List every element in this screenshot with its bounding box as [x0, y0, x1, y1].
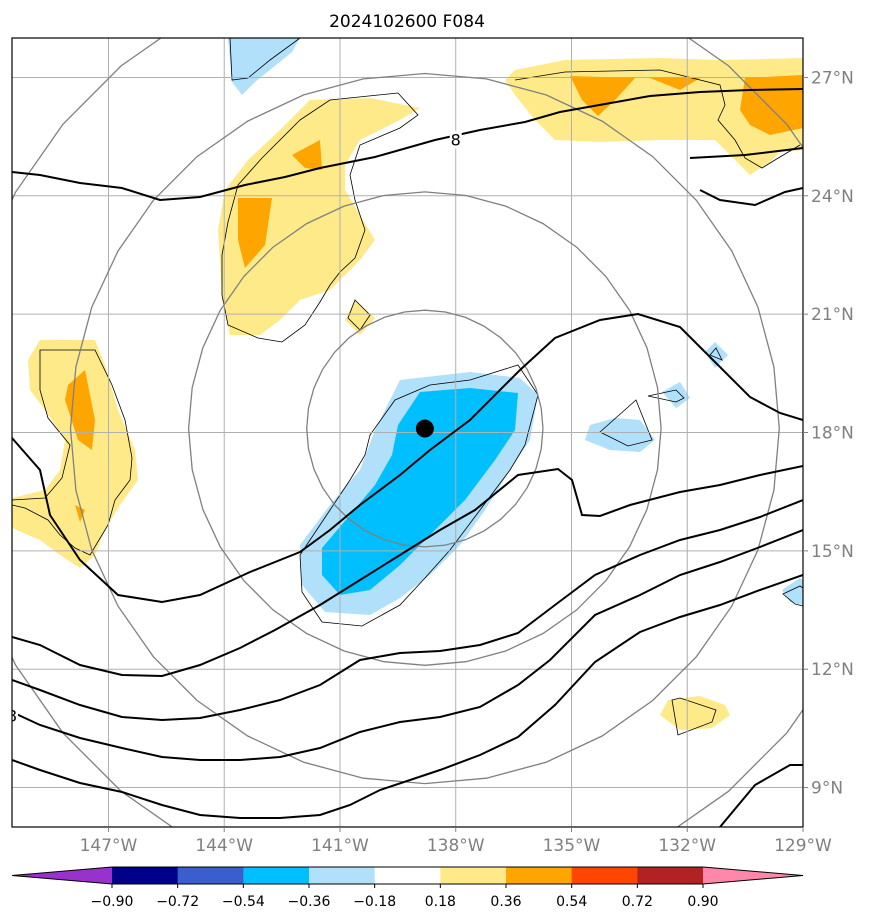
- colorbar-segment: [243, 867, 310, 884]
- thick-contour-southeast: [719, 764, 803, 827]
- lat-tick-label: 9°N: [811, 779, 843, 799]
- lat-tick-label: 12°N: [811, 660, 854, 680]
- shade-orange-west-b: [75, 505, 85, 522]
- colorbar-segment: [506, 867, 573, 884]
- thin-contour-east-c: [709, 347, 723, 361]
- colorbar-tick-label: 0.18: [425, 894, 456, 910]
- thin-contour-east-a: [599, 399, 653, 447]
- lat-tick-label: 27°N: [811, 68, 854, 88]
- contour-label-bg: [12, 706, 18, 725]
- lon-tick-label: 135°W: [543, 836, 601, 856]
- shade-orange-northeast-a: [570, 76, 635, 116]
- thin-contour-east-b: [647, 389, 685, 403]
- shaded-field: [12, 38, 803, 730]
- shade-light-blue-east-d: [782, 578, 803, 605]
- thick-contour-band-1: [12, 465, 803, 678]
- lon-tick-label: 138°W: [427, 836, 485, 856]
- thin-contour-northeast: [514, 69, 801, 169]
- colorbar-segment: [112, 867, 179, 884]
- range-rings: [12, 38, 803, 827]
- range-ring: [69, 72, 780, 785]
- longitude-ticks: 147°W 144°W 141°W 138°W 135°W 132°W 129°W: [80, 827, 832, 856]
- colorbar-segment: [571, 867, 638, 884]
- latitude-ticks: 9°N 12°N 15°N 18°N 21°N 24°N 27°N: [803, 68, 854, 799]
- range-ring: [306, 309, 544, 548]
- lon-tick-label: 144°W: [195, 836, 253, 856]
- contour-labels: 88: [7, 130, 462, 726]
- lon-tick-label: 147°W: [80, 836, 138, 856]
- figure-title: 2024102600 F084: [329, 12, 485, 32]
- colorbar-segment: [637, 867, 704, 884]
- colorbar-segment: [309, 867, 376, 884]
- thin-contour-east-d: [782, 585, 803, 607]
- thick-contour-band-2: [12, 499, 803, 722]
- thin-contour-north: [229, 38, 301, 81]
- shade-blue-central: [322, 388, 518, 595]
- contour-label-bg: [449, 130, 462, 149]
- thick-contour-west: [12, 312, 803, 604]
- lon-tick-label: 141°W: [311, 836, 369, 856]
- shade-light-blue-east-c: [705, 342, 728, 368]
- colorbar-tick-label: 0.90: [687, 894, 718, 910]
- thin-contour-central: [299, 364, 539, 627]
- colorbar-segment: [440, 867, 507, 884]
- colorbar: −0.90 −0.72 −0.54 −0.36 −0.18 0.18 0.36 0.54 0.7…: [11, 866, 804, 910]
- lat-tick-label: 15°N: [811, 542, 854, 562]
- thick-contour-northeast: [689, 147, 803, 159]
- shade-light-blue-north: [228, 38, 300, 95]
- contour-label: 8: [451, 131, 461, 150]
- thick-contours: [12, 88, 803, 827]
- colorbar-segment: [374, 867, 441, 884]
- contour-label: 8: [7, 707, 17, 726]
- colorbar-segment: [177, 867, 244, 884]
- colorbar-tick-label: −0.36: [288, 894, 331, 910]
- colorbar-tick-label: −0.18: [353, 894, 396, 910]
- thick-contour-northeast-b: [699, 187, 803, 207]
- shade-light-blue-east-b: [662, 382, 690, 408]
- thick-contour-north: [12, 88, 803, 202]
- thick-contour-band-3: [12, 529, 803, 761]
- lon-tick-label: 129°W: [774, 836, 832, 856]
- colorbar-tick-label: −0.72: [156, 894, 199, 910]
- colorbar-tick-label: −0.54: [222, 894, 265, 910]
- lat-tick-label: 24°N: [811, 187, 854, 207]
- shade-orange-west-a: [65, 370, 95, 450]
- range-ring: [187, 191, 662, 666]
- thick-contour-band-4: [12, 574, 803, 819]
- thin-contour-southeast: [671, 697, 717, 736]
- shade-orange-north-central-b: [292, 140, 322, 170]
- colorbar-extend-high: [703, 867, 803, 884]
- colorbar-extend-low: [12, 867, 112, 884]
- shade-yellow-west: [12, 340, 138, 568]
- shade-yellow-north-central: [218, 98, 420, 335]
- shade-yellow-north-central-b: [345, 300, 375, 335]
- storm-center-marker: [415, 419, 434, 438]
- colorbar-tick-label: 0.36: [490, 894, 521, 910]
- map-panel: 88 147°W 144°W 141°W 138°W 135°W 132°W 129°W 9…: [7, 37, 854, 856]
- lon-tick-label: 132°W: [658, 836, 716, 856]
- colorbar-tick-label: 0.54: [556, 894, 587, 910]
- lat-tick-label: 21°N: [811, 305, 854, 325]
- shade-orange-north-central-a: [238, 198, 272, 268]
- colorbar-tick-label: 0.72: [622, 894, 653, 910]
- lat-tick-label: 18°N: [811, 424, 854, 444]
- colorbar-tick-label: −0.90: [91, 894, 134, 910]
